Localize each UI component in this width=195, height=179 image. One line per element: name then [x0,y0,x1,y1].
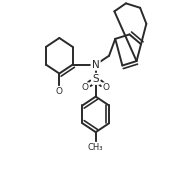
Text: CH₃: CH₃ [88,143,104,152]
Text: O: O [103,83,110,92]
Text: S: S [92,74,99,84]
Text: O: O [56,87,63,96]
Text: O: O [82,83,89,92]
Text: N: N [92,60,100,70]
